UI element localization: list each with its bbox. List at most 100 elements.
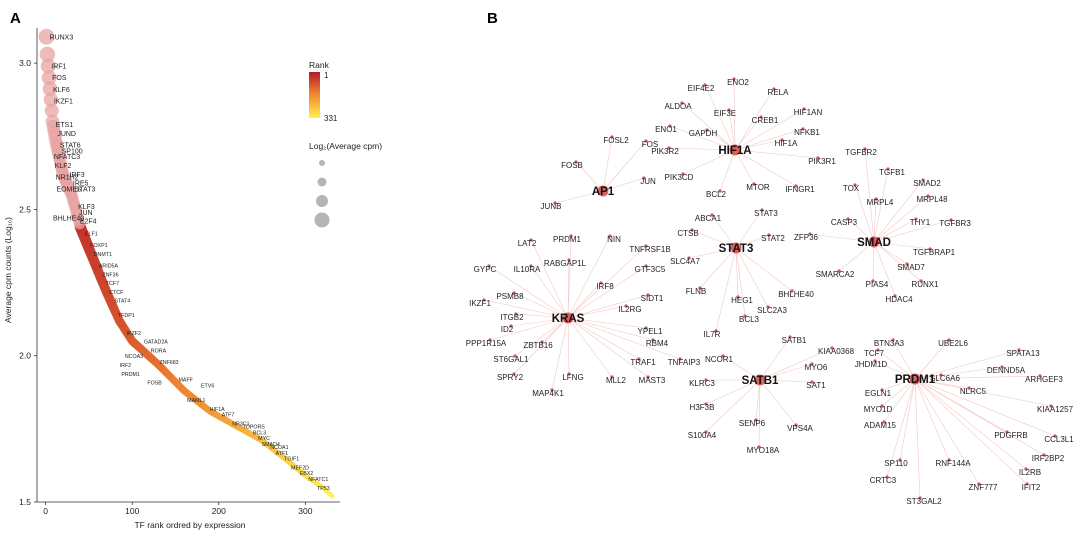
gene-label: MYO1D [864,405,893,414]
gene-label: PDGFRB [994,431,1027,440]
gene-node [732,77,736,81]
gene-label: EIF4E2 [688,84,715,93]
gene-node [646,375,650,379]
gene-node [882,420,886,424]
legend-size-2 [317,177,327,187]
gene-node [610,135,614,139]
network-edge [914,375,1041,380]
gene-label: RNF144A [935,459,971,468]
gene-node [853,183,857,187]
gene-node [687,256,691,260]
gene-label: YPEL1 [638,327,663,336]
gene-label: TGFBR2 [845,148,877,157]
network-edge [489,317,569,341]
gene-node [967,386,971,390]
network-edge [711,214,737,249]
hub-node [597,185,609,197]
network-edge [541,317,569,343]
gene-node [947,458,951,462]
point-labels: RUNX3IRF1FOSKLF6IKZF1ETS1JUNDSTAT6SP100N… [50,34,330,492]
gene-label: BHLHE40 [778,290,814,299]
point-label: IRF3 [69,172,84,179]
gene-node [512,291,516,295]
gene-label: JHDM1D [855,360,888,369]
network-edge [567,317,649,378]
network-edge [914,349,1020,380]
gene-label: ADAM15 [864,421,897,430]
point-label: RORA [151,348,167,354]
gene-label: BTN3A3 [874,339,905,348]
gene-node [608,234,612,238]
network-edge [914,378,1052,407]
hub-label: PRDM1 [895,374,936,386]
data-point [44,103,59,118]
network-edge [575,161,604,192]
network-edge [567,317,654,341]
point-label: IRE5 [73,181,89,188]
gene-label: PIK3R1 [808,157,836,166]
gene-node [540,340,544,344]
gene-node [681,172,685,176]
network-edge [728,109,736,151]
point-label: EBX2 [300,471,314,477]
gene-label: TGFB1 [879,168,905,177]
network-edge [567,317,681,360]
network-edge [873,241,931,250]
gene-node [880,404,884,408]
legend-rank-max: 1 [324,71,329,80]
network-edge [530,265,569,319]
gene-node [644,264,648,268]
gene-label: PSMB8 [496,292,524,301]
gene-label: TNFAIP3 [668,358,701,367]
gene-node [767,233,771,237]
gene-label: RABGAP1L [544,259,587,268]
gene-node [919,279,923,283]
hub-node [754,374,766,386]
point-label: MEF2D [291,465,309,471]
gene-label: PPP1R15A [466,339,507,348]
gene-label: TNFRSF1B [629,245,670,254]
point-label: NR3C1 [232,422,249,428]
gene-node [816,156,820,160]
network-edge [734,88,775,151]
gene-label: HDAC4 [885,295,913,304]
gene-node [1000,365,1004,369]
rank-colorbar [309,72,320,118]
legend-rank-min: 331 [324,114,338,123]
gene-label: SP110 [884,459,908,468]
point-label: FOS [52,75,67,82]
gene-node [509,324,513,328]
gene-node [1025,482,1029,486]
data-point [40,58,56,74]
x-tick-label: 200 [212,506,226,516]
point-label: FOSB [147,381,162,387]
point-label: TFDP1 [118,313,135,319]
point-label: STAT3 [75,186,96,193]
gene-label: MTOR [746,183,770,192]
network-edge [567,294,649,319]
gene-node [830,346,834,350]
gene-label: SMARCA2 [816,270,855,279]
gene-label: TCF7 [864,349,885,358]
hub-node [868,236,880,248]
gene-label: GTF3C5 [635,265,666,274]
network-edge [873,241,908,265]
gene-node [651,338,655,342]
network-edge [734,139,783,151]
network-edge [873,168,889,243]
gene-label: LFNG [562,373,583,382]
gene-label: NCOR1 [705,355,734,364]
gene-label: IL2RB [1019,468,1041,477]
network-edge [715,247,737,332]
gene-node [837,269,841,273]
gene-label: SLC2A3 [757,306,787,315]
network-edge [513,317,569,375]
gene-label: KIAA0368 [818,347,855,356]
gene-node [668,124,672,128]
gene-label: THY1 [910,218,931,227]
network-edge [914,378,1027,470]
gene-node [644,244,648,248]
network-edge [567,305,627,319]
network-edge [881,378,916,391]
gene-node [698,286,702,290]
